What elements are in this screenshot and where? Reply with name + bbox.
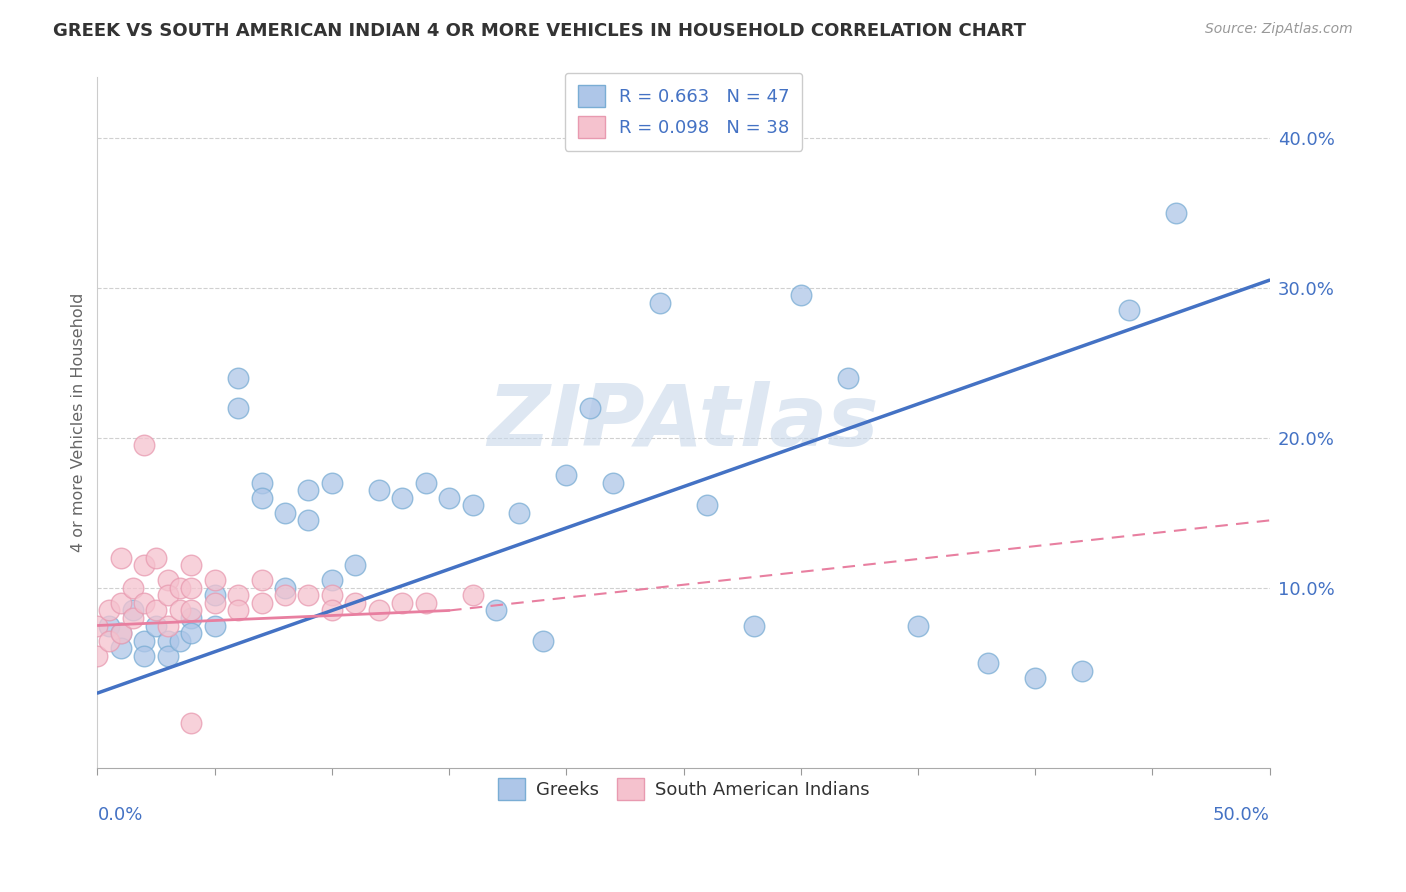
Point bbox=[204, 574, 226, 588]
Point bbox=[134, 633, 156, 648]
Point bbox=[134, 558, 156, 573]
Point bbox=[391, 596, 413, 610]
Point bbox=[837, 370, 859, 384]
Text: GREEK VS SOUTH AMERICAN INDIAN 4 OR MORE VEHICLES IN HOUSEHOLD CORRELATION CHART: GREEK VS SOUTH AMERICAN INDIAN 4 OR MORE… bbox=[53, 22, 1026, 40]
Point bbox=[907, 618, 929, 632]
Point bbox=[121, 581, 143, 595]
Point bbox=[485, 603, 508, 617]
Point bbox=[578, 401, 600, 415]
Point bbox=[321, 589, 343, 603]
Point bbox=[344, 596, 367, 610]
Point bbox=[226, 370, 249, 384]
Point bbox=[169, 603, 191, 617]
Y-axis label: 4 or more Vehicles in Household: 4 or more Vehicles in Household bbox=[72, 293, 86, 552]
Point bbox=[98, 618, 121, 632]
Point bbox=[508, 506, 530, 520]
Point bbox=[110, 626, 132, 640]
Text: ZIPAtlas: ZIPAtlas bbox=[488, 381, 879, 465]
Point bbox=[274, 581, 297, 595]
Point bbox=[145, 618, 167, 632]
Point bbox=[531, 633, 554, 648]
Point bbox=[180, 716, 202, 731]
Point bbox=[98, 603, 121, 617]
Point bbox=[180, 581, 202, 595]
Point bbox=[110, 550, 132, 565]
Text: Source: ZipAtlas.com: Source: ZipAtlas.com bbox=[1205, 22, 1353, 37]
Point bbox=[696, 499, 718, 513]
Point bbox=[742, 618, 765, 632]
Legend: Greeks, South American Indians: Greeks, South American Indians bbox=[491, 771, 876, 807]
Point bbox=[169, 581, 191, 595]
Point bbox=[648, 295, 671, 310]
Point bbox=[250, 596, 273, 610]
Point bbox=[1118, 303, 1140, 318]
Point bbox=[226, 589, 249, 603]
Point bbox=[110, 626, 132, 640]
Point bbox=[1071, 664, 1094, 678]
Point bbox=[110, 596, 132, 610]
Point bbox=[98, 633, 121, 648]
Point bbox=[391, 491, 413, 505]
Point bbox=[156, 618, 179, 632]
Point bbox=[134, 596, 156, 610]
Point bbox=[204, 618, 226, 632]
Text: 0.0%: 0.0% bbox=[97, 805, 143, 823]
Point bbox=[145, 550, 167, 565]
Point bbox=[790, 288, 813, 302]
Point bbox=[367, 603, 389, 617]
Point bbox=[321, 574, 343, 588]
Point bbox=[180, 626, 202, 640]
Point bbox=[250, 491, 273, 505]
Point bbox=[461, 499, 484, 513]
Point bbox=[156, 574, 179, 588]
Point bbox=[134, 438, 156, 452]
Point bbox=[344, 558, 367, 573]
Point bbox=[156, 633, 179, 648]
Point bbox=[110, 640, 132, 655]
Point bbox=[86, 648, 108, 663]
Point bbox=[274, 589, 297, 603]
Point bbox=[169, 633, 191, 648]
Point bbox=[297, 513, 319, 527]
Point bbox=[134, 648, 156, 663]
Point bbox=[555, 468, 578, 483]
Point bbox=[204, 589, 226, 603]
Point bbox=[121, 611, 143, 625]
Point bbox=[145, 603, 167, 617]
Point bbox=[274, 506, 297, 520]
Point bbox=[156, 648, 179, 663]
Point bbox=[226, 603, 249, 617]
Point bbox=[1164, 205, 1187, 219]
Point bbox=[367, 483, 389, 498]
Point bbox=[437, 491, 460, 505]
Text: 50.0%: 50.0% bbox=[1213, 805, 1270, 823]
Point bbox=[86, 618, 108, 632]
Point bbox=[977, 656, 1000, 670]
Point bbox=[250, 475, 273, 490]
Point bbox=[297, 483, 319, 498]
Point bbox=[415, 596, 437, 610]
Point bbox=[250, 574, 273, 588]
Point bbox=[226, 401, 249, 415]
Point bbox=[121, 603, 143, 617]
Point bbox=[321, 475, 343, 490]
Point bbox=[204, 596, 226, 610]
Point bbox=[180, 603, 202, 617]
Point bbox=[1024, 671, 1046, 685]
Point bbox=[180, 558, 202, 573]
Point bbox=[321, 603, 343, 617]
Point bbox=[180, 611, 202, 625]
Point bbox=[415, 475, 437, 490]
Point bbox=[297, 589, 319, 603]
Point bbox=[461, 589, 484, 603]
Point bbox=[156, 589, 179, 603]
Point bbox=[602, 475, 624, 490]
